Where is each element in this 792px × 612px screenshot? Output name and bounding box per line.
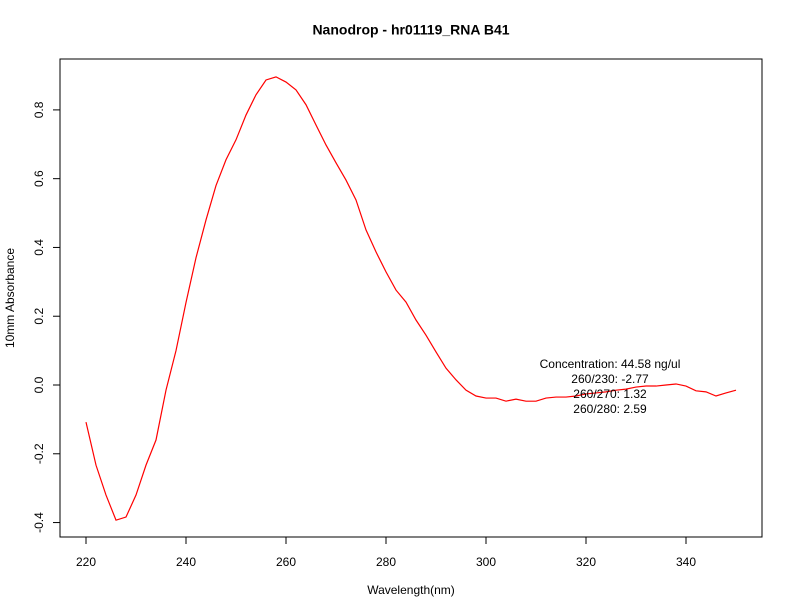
x-tick-label: 240 bbox=[176, 555, 196, 569]
chart-title: Nanodrop - hr01119_RNA B41 bbox=[312, 22, 509, 38]
plot-frame bbox=[59, 58, 763, 538]
annotation: 260/270: 1.32 bbox=[573, 387, 647, 401]
annotation: 260/280: 2.59 bbox=[573, 402, 647, 416]
x-tick-label: 280 bbox=[376, 555, 396, 569]
y-axis-label: 10mm Absorbance bbox=[3, 248, 17, 348]
y-tick-label: 0.2 bbox=[32, 308, 46, 325]
y-tick-label: -0.4 bbox=[32, 512, 46, 533]
annotation: 260/230: -2.77 bbox=[571, 372, 649, 386]
annotation: Concentration: 44.58 ng/ul bbox=[540, 357, 681, 371]
y-tick-label: 0.4 bbox=[32, 239, 46, 256]
x-tick-label: 300 bbox=[476, 555, 496, 569]
y-tick-label: 0.8 bbox=[32, 101, 46, 118]
x-axis-label: Wavelength(nm) bbox=[367, 583, 455, 597]
x-tick-label: 340 bbox=[676, 555, 696, 569]
x-tick-label: 260 bbox=[276, 555, 296, 569]
y-tick-label: 0.6 bbox=[32, 170, 46, 187]
y-tick-label: 0.0 bbox=[32, 376, 46, 393]
x-tick-label: 320 bbox=[576, 555, 596, 569]
data-line bbox=[85, 76, 737, 521]
x-tick-label: 220 bbox=[76, 555, 96, 569]
y-tick-label: -0.2 bbox=[32, 443, 46, 464]
